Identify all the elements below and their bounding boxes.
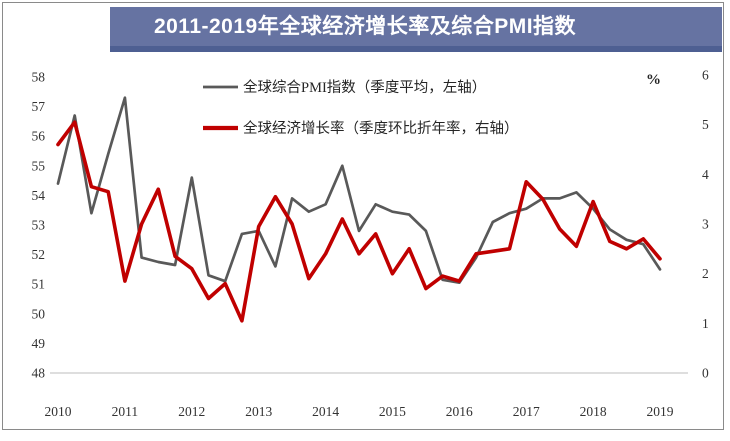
right-axis-tick-label: 6 (702, 68, 709, 83)
x-axis-year-label: 2018 (580, 404, 607, 419)
left-axis-tick-label: 48 (32, 366, 46, 381)
left-axis-tick-label: 54 (32, 188, 46, 203)
right-axis-tick-label: 4 (702, 167, 709, 182)
right-axis-tick-label: 5 (702, 117, 709, 132)
right-axis-tick-label: 1 (702, 316, 709, 331)
x-axis-year-label: 2011 (112, 404, 139, 419)
x-axis-year-label: 2010 (45, 404, 72, 419)
title-banner (110, 7, 722, 52)
legend-label-pmi: 全球综合PMI指数（季度平均，左轴） (243, 78, 486, 96)
x-axis-year-label: 2015 (379, 404, 406, 419)
chart-title: 2011-2019年全球经济增长率及综合PMI指数 (153, 15, 577, 38)
x-axis-year-label: 2017 (513, 404, 540, 419)
left-axis-tick-label: 51 (32, 277, 46, 292)
left-axis-tick-label: 52 (32, 247, 46, 262)
left-axis-tick-label: 50 (32, 306, 46, 321)
left-axis-tick-label: 49 (32, 336, 46, 351)
legend-label-growth: 全球经济增长率（季度环比折年率，右轴） (243, 119, 519, 137)
left-axis-tick-label: 58 (32, 70, 46, 85)
left-axis-tick-label: 53 (32, 218, 46, 233)
pmi-index-line (56, 96, 662, 285)
left-axis-tick-label: 56 (32, 129, 46, 144)
x-axis-year-label: 2016 (446, 404, 473, 419)
left-axis-tick-label: 57 (32, 99, 46, 114)
left-axis-tick-label: 55 (32, 158, 46, 173)
x-axis-year-label: 2019 (647, 404, 674, 419)
x-axis-year-label: 2012 (178, 404, 205, 419)
x-axis-year-label: 2013 (245, 404, 272, 419)
x-axis-year-label: 2014 (312, 404, 339, 419)
right-axis-unit-label: % (646, 72, 661, 88)
right-axis-tick-label: 2 (702, 266, 709, 281)
right-axis-tick-label: 3 (702, 217, 709, 232)
right-axis-tick-label: 0 (702, 366, 709, 381)
growth-rate-line (56, 120, 662, 323)
